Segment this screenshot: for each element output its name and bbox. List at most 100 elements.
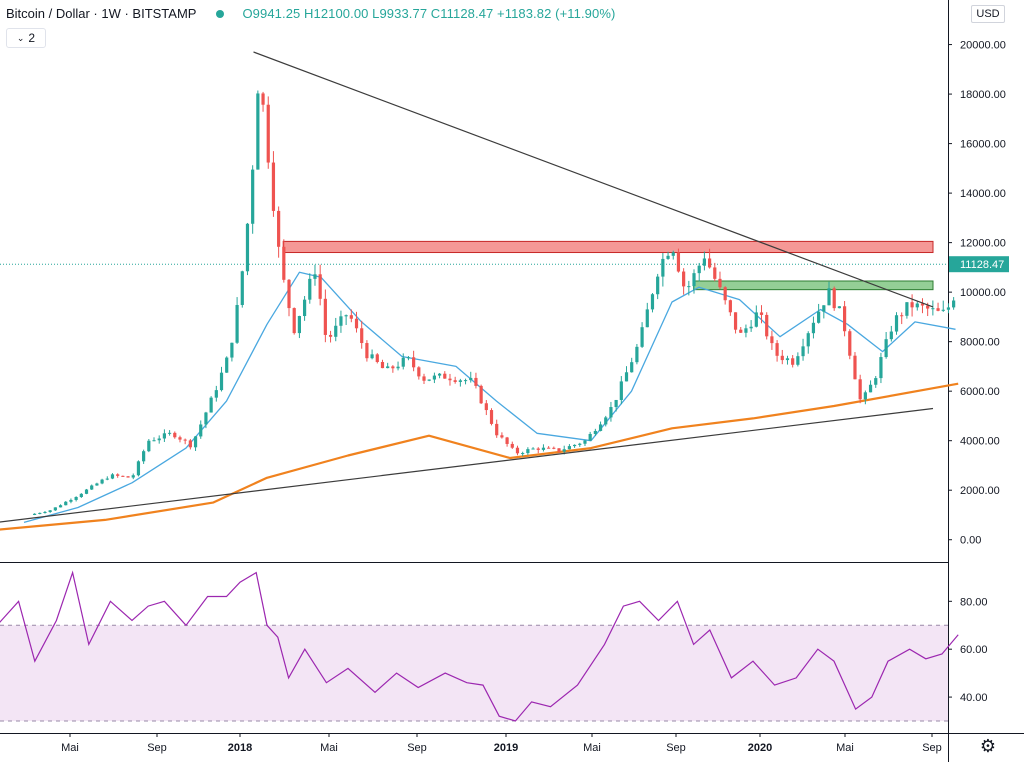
candle-up — [531, 448, 535, 450]
candle-down — [489, 410, 494, 424]
candle-up — [58, 505, 63, 508]
candle-down — [832, 288, 836, 309]
candle-up — [308, 278, 312, 300]
y-tick-label: 20000.00 — [960, 40, 1006, 52]
gear-icon[interactable]: ⚙ — [979, 736, 997, 756]
candle-up — [604, 417, 608, 425]
candle-up — [749, 326, 753, 329]
x-tick-label: Mai — [836, 742, 854, 754]
candle-down — [173, 432, 177, 438]
candle-up — [235, 304, 239, 343]
x-tick-label: Sep — [666, 742, 686, 754]
candle-up — [219, 372, 224, 391]
candle-down — [183, 439, 187, 441]
candle-up — [90, 485, 94, 490]
candle-up — [640, 327, 644, 347]
candle-down — [926, 305, 930, 309]
candle-up — [619, 381, 623, 400]
candle-down — [557, 448, 561, 452]
candle-up — [152, 440, 156, 442]
candle-down — [707, 258, 712, 268]
y-tick-label: 18000.00 — [960, 89, 1006, 101]
candle-up — [38, 512, 42, 514]
candle-up — [100, 479, 104, 484]
y-tick-label: 14000.00 — [960, 188, 1006, 200]
candle-up — [469, 377, 473, 381]
currency-button[interactable]: USD — [971, 5, 1005, 23]
ma-short-line — [23, 271, 956, 524]
x-tick-label: Sep — [922, 742, 942, 754]
candle-down — [515, 447, 520, 454]
market-status-dot — [216, 9, 225, 18]
candle-down — [536, 448, 540, 450]
candle-down — [484, 403, 488, 411]
candle-down — [354, 318, 359, 329]
candle-down — [552, 447, 556, 449]
candle-up — [656, 276, 660, 295]
candle-up — [297, 316, 301, 334]
candle-up — [370, 354, 374, 359]
candle-down — [713, 267, 717, 279]
candle-up — [905, 302, 909, 316]
ohlc-high: H12100.00 — [304, 6, 369, 21]
candle-up — [744, 328, 748, 333]
candle-up — [136, 461, 141, 476]
candle-up — [105, 478, 109, 480]
candle-up — [946, 307, 951, 310]
candle-down — [375, 354, 379, 362]
candle-up — [588, 433, 592, 441]
candle-up — [339, 316, 343, 326]
candle-up — [432, 375, 436, 380]
candle-up — [406, 357, 411, 359]
trendlines — [0, 51, 934, 523]
candle-down — [282, 246, 286, 280]
candle-down — [365, 343, 369, 359]
studies-toggle-button[interactable]: ⌄ 2 — [6, 28, 46, 48]
candle-down — [188, 440, 192, 448]
candle-up — [526, 449, 530, 454]
candle-up — [583, 440, 587, 444]
candle-up — [941, 309, 945, 311]
candle-up — [541, 447, 546, 450]
candle-up — [630, 362, 634, 373]
x-tick-label: 2018 — [228, 742, 252, 754]
candle-down — [739, 329, 743, 333]
candle-up — [209, 397, 213, 413]
y-tick-label: 6000.00 — [960, 386, 1000, 398]
candle-up — [167, 432, 172, 434]
candle-down — [791, 358, 795, 365]
candle-up — [463, 380, 468, 382]
candle-up — [671, 252, 675, 256]
candle-up — [562, 449, 566, 452]
candle-up — [84, 489, 89, 494]
candle-down — [277, 210, 281, 247]
candle-up — [614, 399, 618, 408]
y-tick-label: 4000.00 — [960, 436, 1000, 448]
candle-down — [920, 303, 925, 306]
candle-up — [48, 510, 52, 512]
candle-down — [417, 367, 421, 377]
candle-up — [609, 407, 613, 418]
chevron-down-icon: ⌄ — [16, 32, 25, 43]
candle-up — [598, 424, 603, 431]
candle-up — [521, 453, 525, 455]
candle-down — [547, 447, 551, 449]
candle-down — [323, 298, 327, 335]
ma-long-line — [0, 382, 959, 531]
symbol-title[interactable]: Bitcoin / Dollar · 1W · BITSTAMP — [6, 6, 197, 21]
candle-down — [500, 435, 504, 438]
candle-up — [754, 312, 758, 327]
candles — [32, 90, 956, 516]
candle-up — [401, 357, 405, 367]
candle-up — [785, 358, 790, 361]
candle-down — [126, 476, 130, 478]
candle-down — [853, 355, 857, 380]
candle-up — [837, 306, 841, 309]
candle-up — [650, 294, 655, 310]
candle-up — [931, 308, 935, 310]
candle-up — [302, 299, 307, 317]
candle-down — [474, 377, 478, 386]
candle-up — [817, 311, 821, 323]
